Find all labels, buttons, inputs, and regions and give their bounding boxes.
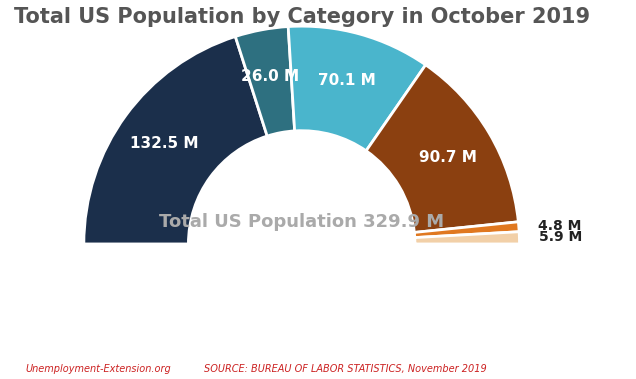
Text: Unemployment-Extension.org: Unemployment-Extension.org: [25, 365, 171, 374]
Text: 70.1 M: 70.1 M: [319, 73, 376, 88]
Wedge shape: [235, 27, 294, 136]
Text: SOURCE: BUREAU OF LABOR STATISTICS, November 2019: SOURCE: BUREAU OF LABOR STATISTICS, Nove…: [204, 365, 487, 374]
Text: 5.9 M: 5.9 M: [539, 230, 582, 244]
Text: 132.5 M: 132.5 M: [130, 136, 198, 151]
Wedge shape: [84, 36, 267, 244]
Text: 26.0 M: 26.0 M: [241, 69, 300, 85]
Text: 90.7 M: 90.7 M: [419, 150, 477, 165]
Text: Total US Population by Category in October 2019: Total US Population by Category in Octob…: [13, 6, 590, 27]
Text: Total US Population 329.9 M: Total US Population 329.9 M: [159, 213, 444, 231]
Wedge shape: [414, 222, 519, 238]
Wedge shape: [366, 65, 518, 232]
Wedge shape: [288, 26, 425, 151]
Text: 4.8 M: 4.8 M: [538, 219, 582, 233]
Wedge shape: [415, 232, 520, 244]
